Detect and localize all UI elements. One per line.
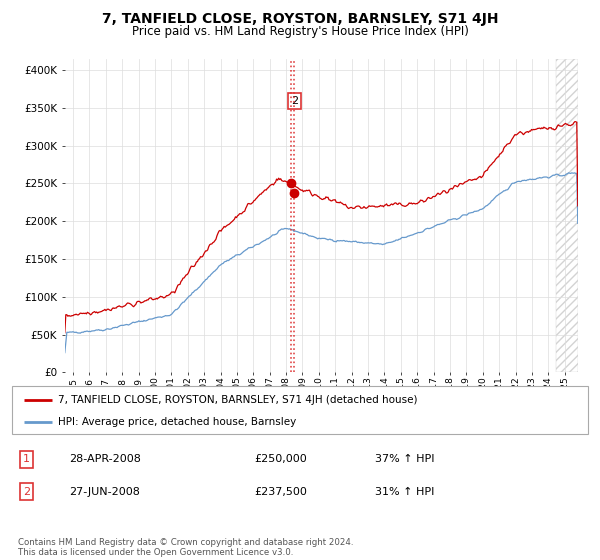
Text: 2: 2: [23, 487, 30, 497]
Text: Price paid vs. HM Land Registry's House Price Index (HPI): Price paid vs. HM Land Registry's House …: [131, 25, 469, 38]
Text: 7, TANFIELD CLOSE, ROYSTON, BARNSLEY, S71 4JH (detached house): 7, TANFIELD CLOSE, ROYSTON, BARNSLEY, S7…: [58, 395, 418, 405]
Text: 37% ↑ HPI: 37% ↑ HPI: [375, 454, 434, 464]
Text: 7, TANFIELD CLOSE, ROYSTON, BARNSLEY, S71 4JH: 7, TANFIELD CLOSE, ROYSTON, BARNSLEY, S7…: [102, 12, 498, 26]
Text: 31% ↑ HPI: 31% ↑ HPI: [375, 487, 434, 497]
Text: Contains HM Land Registry data © Crown copyright and database right 2024.
This d: Contains HM Land Registry data © Crown c…: [18, 538, 353, 557]
Text: HPI: Average price, detached house, Barnsley: HPI: Average price, detached house, Barn…: [58, 417, 296, 427]
FancyBboxPatch shape: [12, 386, 588, 434]
Text: 1: 1: [23, 454, 30, 464]
Text: 27-JUN-2008: 27-JUN-2008: [70, 487, 140, 497]
Text: £237,500: £237,500: [254, 487, 307, 497]
Text: 2: 2: [290, 96, 298, 106]
Text: £250,000: £250,000: [254, 454, 307, 464]
Text: 28-APR-2008: 28-APR-2008: [70, 454, 142, 464]
